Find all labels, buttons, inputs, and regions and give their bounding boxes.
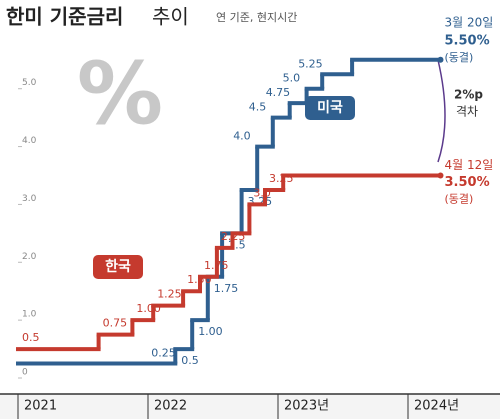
gap-label: 2%p — [454, 88, 483, 102]
x-tick-label: 2023년 — [284, 399, 329, 414]
gap-bracket — [437, 59, 446, 163]
watermark: % — [77, 44, 163, 144]
end-value-label: 5.50% — [445, 33, 490, 48]
value-label: 0.5 — [181, 354, 199, 367]
x-axis-band — [0, 394, 500, 419]
value-label: 4.0 — [233, 130, 251, 143]
value-label: 0.5 — [22, 331, 40, 344]
value-label: 1.00 — [198, 325, 223, 338]
y-tick-label: 2.0 — [22, 252, 37, 262]
value-label: 4.75 — [266, 86, 291, 99]
y-tick-label: 5.0 — [22, 78, 37, 88]
value-label: 1.75 — [214, 282, 239, 295]
end-value-label: 3.50% — [445, 175, 490, 190]
y-tick-label: 3.0 — [22, 194, 37, 204]
gap-label-sub: 격차 — [456, 105, 478, 119]
end-note-status: (동결) — [445, 51, 474, 64]
end-note-date: 3월 20일 — [445, 15, 494, 29]
legend-tag — [93, 255, 143, 279]
end-point — [437, 56, 444, 63]
x-tick-label: 2024년 — [414, 399, 459, 414]
legend-label: 한국 — [105, 259, 131, 275]
y-tick-label: 4.0 — [22, 136, 37, 146]
legend-tag — [305, 96, 355, 120]
value-label: 5.0 — [283, 72, 301, 85]
end-note-status: (동결) — [445, 193, 474, 206]
y-tick-label: 0 — [22, 368, 28, 378]
end-note-date: 4월 12일 — [445, 158, 494, 172]
chart-title: 한미 기준금리 — [6, 5, 123, 29]
value-label: 0.75 — [103, 317, 128, 330]
value-label: 1.25 — [157, 288, 182, 301]
value-label: 0.25 — [151, 347, 176, 360]
y-tick-label: 1.0 — [22, 310, 37, 320]
legend-label: 미국 — [317, 100, 343, 116]
x-tick-label: 2022 — [154, 399, 187, 414]
x-tick-label: 2021 — [24, 399, 57, 414]
value-label: 5.25 — [298, 57, 323, 70]
value-label: 4.5 — [249, 101, 266, 114]
subtitle: 연 기준, 현지시간 — [216, 11, 297, 24]
end-point — [437, 172, 444, 179]
chart-title-suffix: 추이 — [152, 5, 189, 29]
